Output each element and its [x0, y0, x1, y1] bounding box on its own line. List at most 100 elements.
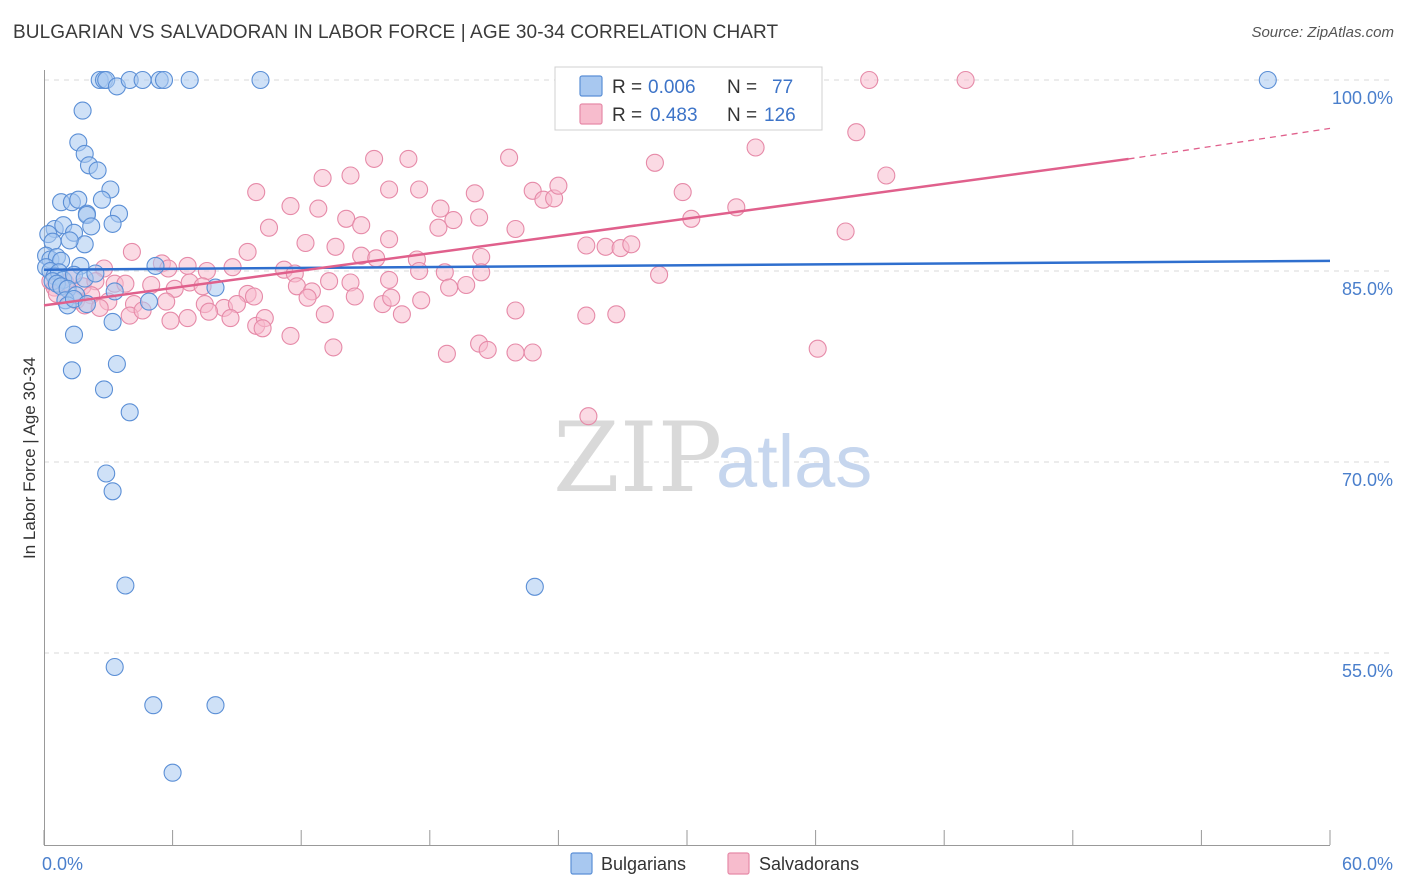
salvadoran-point [523, 343, 542, 362]
stats-r-label-bulgarians: R = [612, 77, 642, 98]
y-tick-label-70: 70.0% [1342, 470, 1393, 490]
salvadoran-point [380, 230, 399, 249]
legend-label-salvadorans: Salvadorans [759, 854, 859, 874]
salvadoran-point [178, 309, 197, 328]
salvadoran-point [440, 278, 459, 297]
x-tick-label-min: 0.0% [42, 854, 83, 874]
salvadoran-point [298, 288, 317, 307]
salvadoran-point [324, 338, 343, 357]
salvadoran-point [337, 209, 356, 228]
salvadoran-point [157, 292, 176, 311]
salvadoran-point [320, 272, 339, 291]
bulgarian-point [60, 231, 79, 250]
salvadoran-point [259, 218, 279, 237]
salvadoran-point [465, 184, 484, 203]
bulgarian-point [154, 70, 174, 90]
bulgarian-point [1258, 70, 1277, 90]
bulgarian-point [133, 70, 152, 90]
salvadoran-point [199, 302, 219, 321]
salvadoran-point [596, 237, 615, 256]
chart-title: BULGARIAN VS SALVADORAN IN LABOR FORCE |… [13, 22, 779, 43]
salvadoran-point [472, 247, 491, 267]
salvadoran-trend-extension [1128, 127, 1331, 160]
bulgarian-point [144, 696, 163, 715]
bulgarian-point [94, 380, 114, 399]
y-tick-label-55: 55.0% [1342, 661, 1393, 681]
bulgarian-point [103, 482, 122, 501]
bulgarian-point [103, 214, 122, 233]
salvadoran-point [500, 148, 519, 167]
salvadoran-point [478, 340, 497, 359]
bulgarian-point [88, 161, 107, 180]
salvadoran-point [392, 305, 411, 324]
salvadoran-point [238, 242, 257, 261]
salvadoran-point [579, 407, 598, 426]
salvadoran-point [345, 287, 364, 306]
salvadoran-point [122, 242, 141, 261]
salvadoran-point [410, 261, 429, 281]
bulgarian-point [107, 354, 126, 374]
watermark-zip: ZIP [553, 402, 722, 514]
legend-label-bulgarians: Bulgarians [601, 854, 686, 874]
salvadoran-point [847, 123, 866, 142]
bulgarian-point [139, 292, 159, 311]
bulgarian-point [525, 577, 544, 596]
salvadoran-point [577, 236, 596, 255]
salvadoran-point [178, 256, 197, 275]
bulgarian-point [73, 101, 92, 120]
salvadoran-point [472, 263, 491, 282]
salvadoran-point [399, 149, 418, 168]
bulgarian-point [116, 576, 135, 595]
salvadoran-point [365, 149, 384, 168]
salvadoran-point [860, 70, 879, 90]
x-tick-label-max: 60.0% [1342, 854, 1393, 874]
bulgarian-point [82, 217, 101, 236]
salvadoran-point [253, 319, 272, 338]
bulgarian-points [37, 70, 1277, 782]
bulgarian-point [105, 657, 124, 677]
salvadoran-point [956, 70, 975, 90]
y-axis-title: In Labor Force | Age 30-34 [20, 357, 39, 559]
salvadoran-point [577, 306, 596, 325]
salvadoran-point [877, 166, 896, 185]
salvadoran-point [410, 180, 429, 199]
legend-swatch-bulgarians [570, 852, 593, 875]
salvadoran-point [412, 291, 431, 310]
salvadoran-point [313, 168, 332, 188]
salvadoran-point [281, 197, 300, 216]
salvadoran-point [197, 261, 216, 281]
salvadoran-point [326, 237, 345, 256]
salvadoran-point [808, 339, 827, 358]
salvadoran-point [431, 199, 450, 218]
salvadoran-point [281, 326, 300, 345]
bulgarian-point [64, 325, 84, 344]
bulgarian-point [86, 264, 105, 283]
bulgarian-point [180, 70, 199, 90]
bulgarian-point [120, 403, 139, 422]
bulgarian-point [163, 763, 182, 782]
salvadoran-point [650, 265, 669, 284]
legend-swatch-salvadorans [727, 852, 750, 875]
bulgarian-point [206, 696, 225, 715]
salvadoran-point [645, 153, 664, 172]
trend-lines [43, 127, 1331, 307]
salvadoran-point [296, 233, 315, 253]
bulgarian-trend-line [43, 259, 1331, 271]
salvadoran-point [315, 305, 334, 324]
bulgarian-point [103, 312, 122, 331]
salvadoran-point [506, 219, 525, 239]
salvadoran-point [161, 311, 180, 330]
salvadoran-trend-line [43, 157, 1129, 307]
salvadoran-point [380, 270, 399, 289]
salvadoran-point [549, 176, 568, 195]
salvadoran-point [380, 180, 399, 199]
watermark-atlas: atlas [716, 420, 872, 503]
y-axis-tick-labels: 55.0% 70.0% 85.0% 100.0% [1332, 88, 1393, 681]
chart-source: Source: ZipAtlas.com [1251, 24, 1394, 41]
salvadoran-point [506, 301, 525, 320]
salvadoran-point [444, 211, 463, 230]
salvadoran-point [352, 216, 371, 235]
salvadoran-point [247, 183, 266, 202]
watermark: ZIP atlas [553, 402, 872, 514]
